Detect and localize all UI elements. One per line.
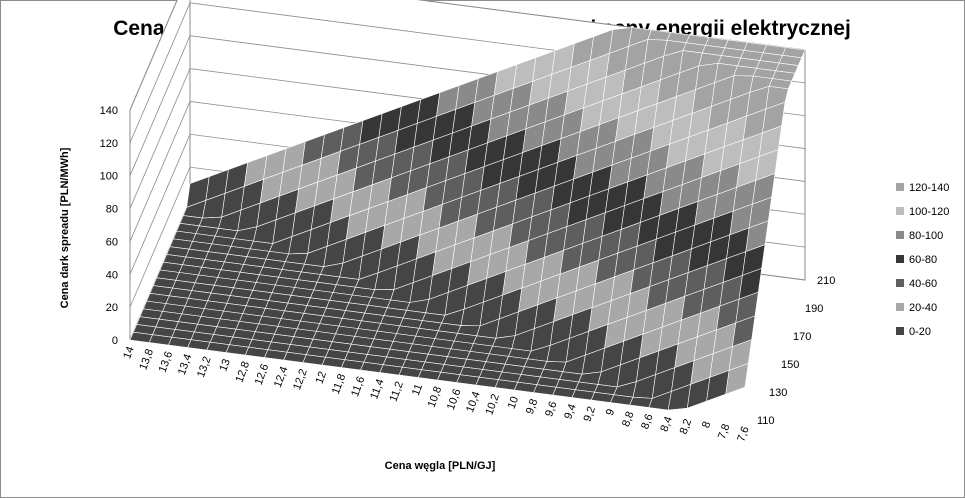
y-tick-label: 210 <box>817 275 835 287</box>
x-tick-label: 13,2 <box>195 355 214 379</box>
legend-label: 40-60 <box>909 278 937 290</box>
x-tick-label: 8 <box>700 420 713 430</box>
z-tick-label: 60 <box>106 236 118 248</box>
x-tick-label: 11,2 <box>388 380 406 403</box>
x-tick-label: 9 <box>604 407 617 417</box>
y-tick-label: 110 <box>757 415 775 427</box>
x-tick-label: 12,8 <box>234 360 253 384</box>
legend-swatch <box>896 231 904 239</box>
x-tick-label: 14 <box>121 345 136 361</box>
x-tick-label: 8,8 <box>620 410 637 428</box>
x-tick-label: 10,6 <box>445 387 464 411</box>
z-tick-label: 20 <box>106 302 118 314</box>
x-tick-label: 12,2 <box>291 367 310 391</box>
x-tick-label: 10,2 <box>483 392 502 416</box>
legend-label: 60-80 <box>909 254 937 266</box>
gridline <box>129 0 806 111</box>
x-tick-label: 11,4 <box>368 377 386 400</box>
legend-label: 20-40 <box>909 302 937 314</box>
z-tick-label: 120 <box>100 138 118 150</box>
legend-label: 100-120 <box>909 206 949 218</box>
x-tick-label: 8,2 <box>678 417 695 435</box>
x-tick-label: 13,8 <box>137 347 156 371</box>
z-axis-ticks: 0 20 40 60 80 100 120 140 <box>100 105 118 347</box>
x-tick-label: 11,8 <box>330 372 348 395</box>
y-tick-label: 170 <box>793 331 811 343</box>
legend-swatch <box>896 303 904 311</box>
x-tick-label: 12 <box>314 370 329 386</box>
x-tick-label: 11 <box>410 382 425 397</box>
legend-swatch <box>896 255 904 263</box>
y-tick-label: 190 <box>805 303 823 315</box>
x-tick-label: 12,6 <box>253 362 272 386</box>
z-tick-label: 100 <box>100 171 118 183</box>
surface-cell <box>725 362 749 395</box>
legend: 120-140 100-120 80-100 60-80 40-60 20-40 0-20 <box>896 182 949 338</box>
x-tick-label: 9,2 <box>582 405 599 423</box>
x-tick-label: 8,4 <box>658 415 675 433</box>
z-axis-title: Cena dark spreadu [PLN/MWh] <box>59 147 71 308</box>
legend-swatch <box>896 183 904 191</box>
x-tick-label: 13,6 <box>157 350 176 374</box>
z-tick-label: 0 <box>112 335 118 347</box>
z-tick-label: 80 <box>106 204 118 216</box>
x-tick-label: 7,6 <box>735 425 752 443</box>
x-tick-label: 13 <box>217 357 232 373</box>
x-tick-label: 11,6 <box>349 375 367 398</box>
legend-label: 80-100 <box>909 230 943 242</box>
x-tick-label: 12,4 <box>272 365 291 389</box>
legend-swatch <box>896 207 904 215</box>
surface <box>129 27 806 411</box>
x-tick-label: 9,8 <box>524 397 541 415</box>
y-tick-label: 130 <box>769 387 787 399</box>
y-axis-ticks: 110 130 150 170 190 210 <box>757 275 835 427</box>
legend-label: 120-140 <box>909 182 949 194</box>
x-tick-label: 13,4 <box>176 352 195 376</box>
x-tick-label: 7,8 <box>716 422 733 440</box>
y-tick-label: 150 <box>781 359 799 371</box>
legend-label: 0-20 <box>909 326 931 338</box>
surface-cell <box>629 396 653 408</box>
z-tick-label: 40 <box>106 269 118 281</box>
x-tick-label: 8,6 <box>639 412 656 430</box>
z-tick-label: 140 <box>100 105 118 117</box>
legend-swatch <box>896 279 904 287</box>
x-tick-label: 10,4 <box>464 390 483 414</box>
x-axis-title: Cena węgla [PLN/GJ] <box>385 460 496 472</box>
x-tick-label: 10 <box>506 395 521 411</box>
legend-swatch <box>896 327 904 335</box>
x-tick-label: 9,6 <box>543 400 560 418</box>
x-tick-label: 10,8 <box>426 385 445 409</box>
x-tick-label: 9,4 <box>562 402 579 420</box>
